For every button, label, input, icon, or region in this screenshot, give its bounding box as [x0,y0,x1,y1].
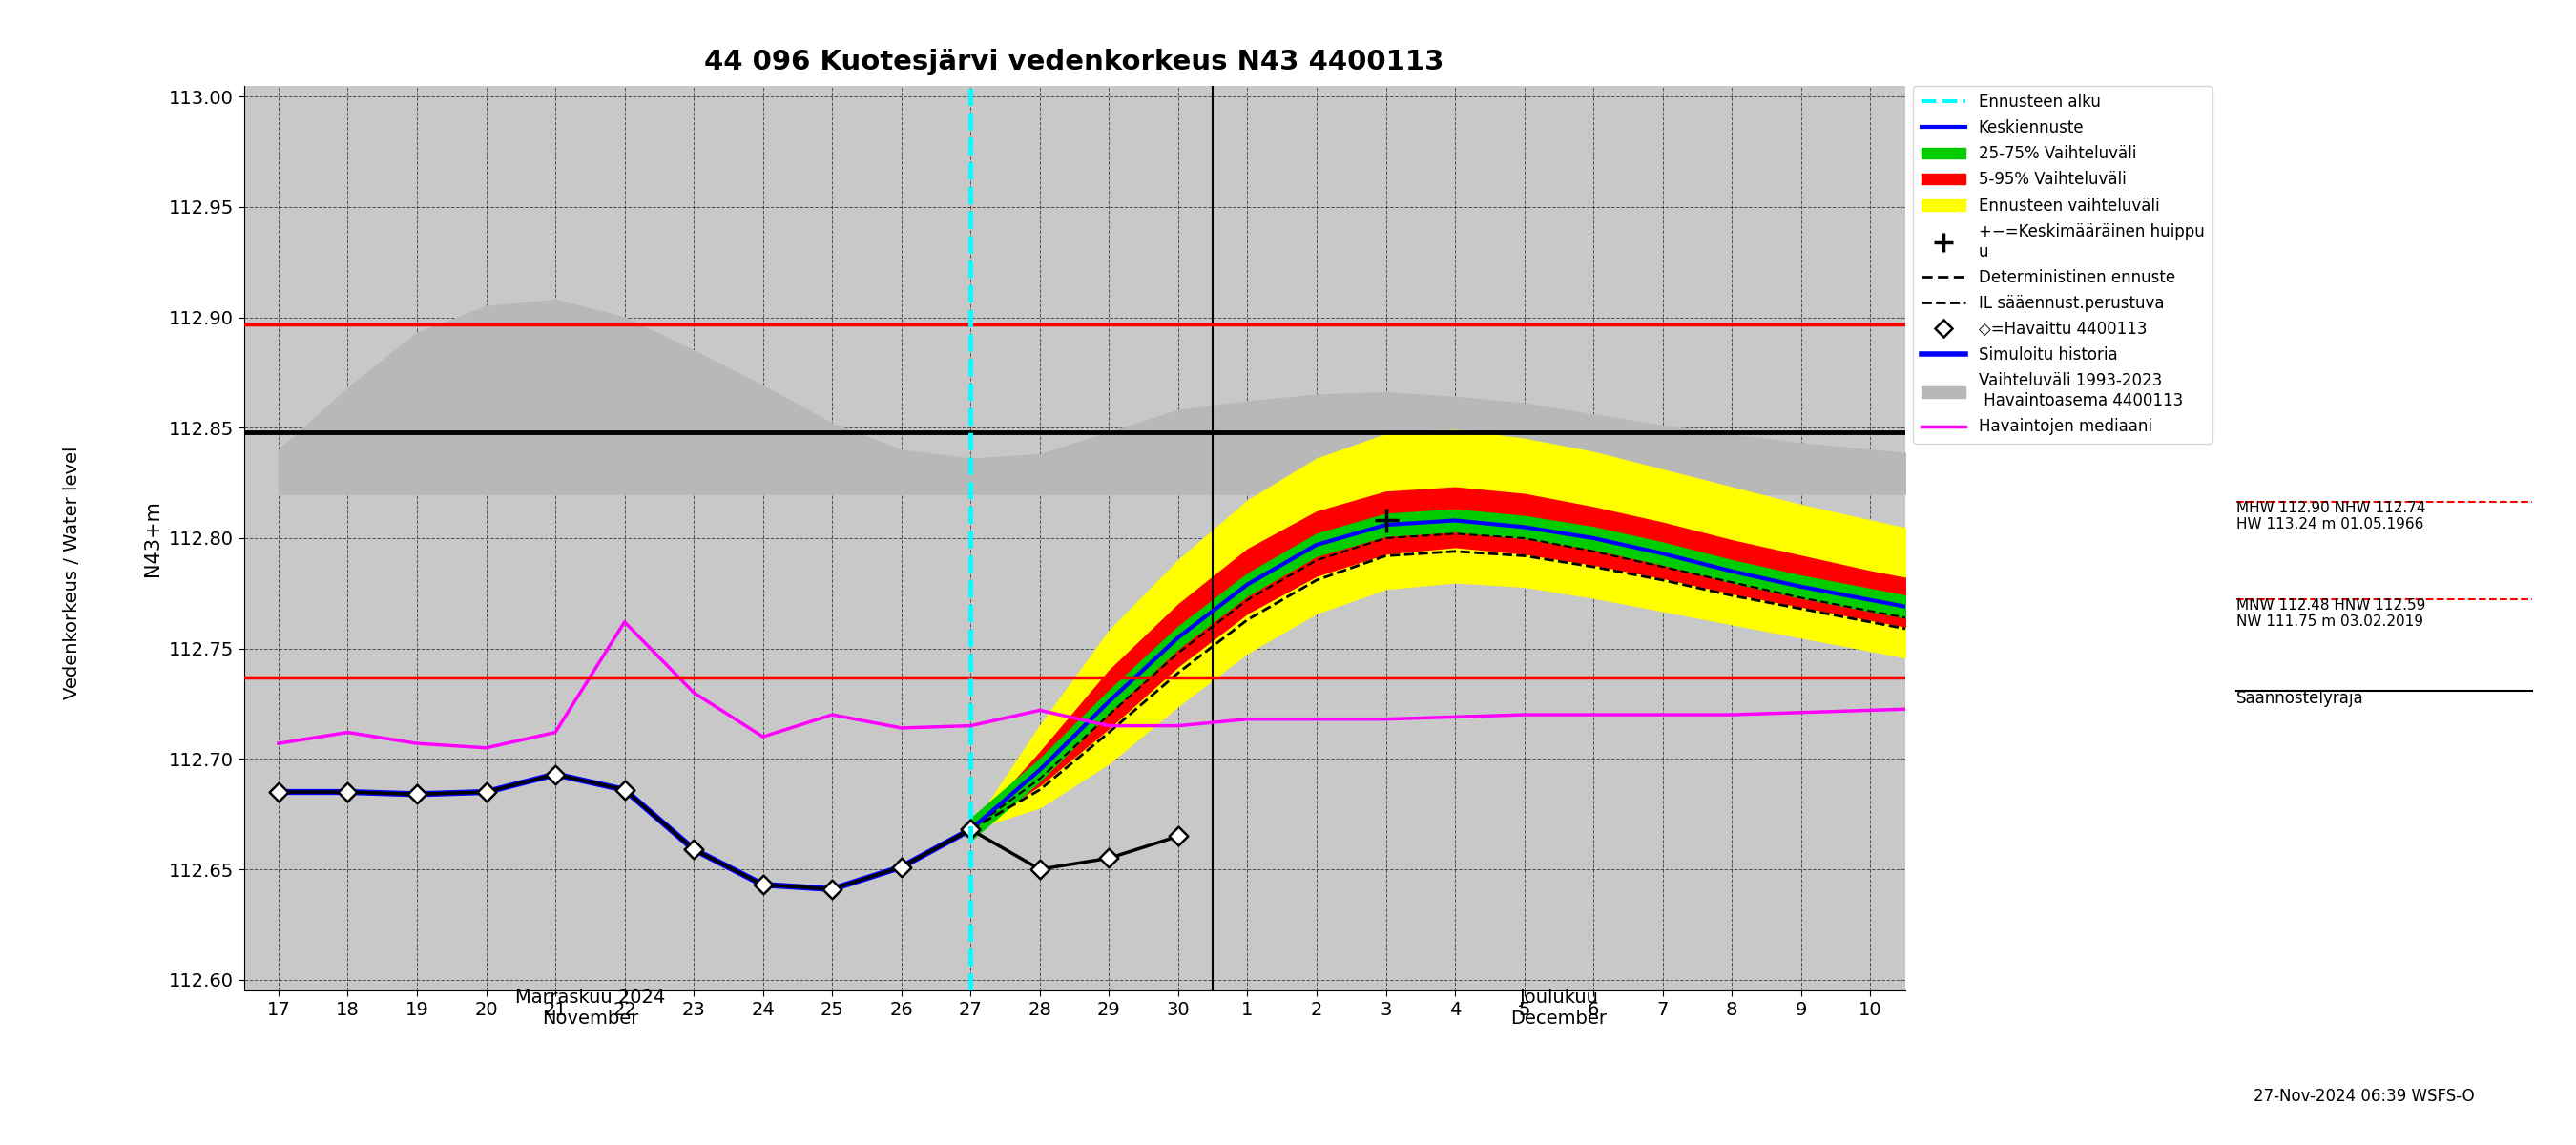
Point [466,783,507,802]
Point [327,783,368,802]
Legend: Ennusteen alku, Keskiennuste, 25-75% Vaihteluväli, 5-95% Vaihteluväli, Ennusteen: Ennusteen alku, Keskiennuste, 25-75% Vai… [1914,86,2213,443]
Point [672,840,714,859]
Point [951,820,992,838]
Point [536,765,577,783]
Text: MHW 112.90 NHW 112.74
HW 113.24 m 01.05.1966: MHW 112.90 NHW 112.74 HW 113.24 m 01.05.… [2236,500,2427,531]
Text: 27-Nov-2024 06:39 WSFS-O: 27-Nov-2024 06:39 WSFS-O [2254,1088,2476,1105]
Text: MNW 112.48 HNW 112.59
NW 111.75 m 03.02.2019: MNW 112.48 HNW 112.59 NW 111.75 m 03.02.… [2236,598,2424,629]
Text: Säännöstelyraja: Säännöstelyraja [2236,689,2362,706]
Point [258,783,299,802]
Point [1157,827,1198,845]
Point [811,881,853,899]
Point [603,781,644,799]
Text: Vedenkorkeus / Water level: Vedenkorkeus / Water level [62,445,82,700]
Point [742,876,783,894]
Text: Joulukuu
December: Joulukuu December [1510,988,1607,1027]
Point [881,858,922,876]
Point [1090,850,1131,868]
Y-axis label: N43+m: N43+m [144,500,162,576]
Text: Marraskuu 2024
November: Marraskuu 2024 November [515,988,665,1027]
Title: 44 096 Kuotesjärvi vedenkorkeus N43 4400113: 44 096 Kuotesjärvi vedenkorkeus N43 4400… [703,48,1445,76]
Point [1020,860,1061,878]
Point [951,820,992,838]
Point [397,785,438,804]
